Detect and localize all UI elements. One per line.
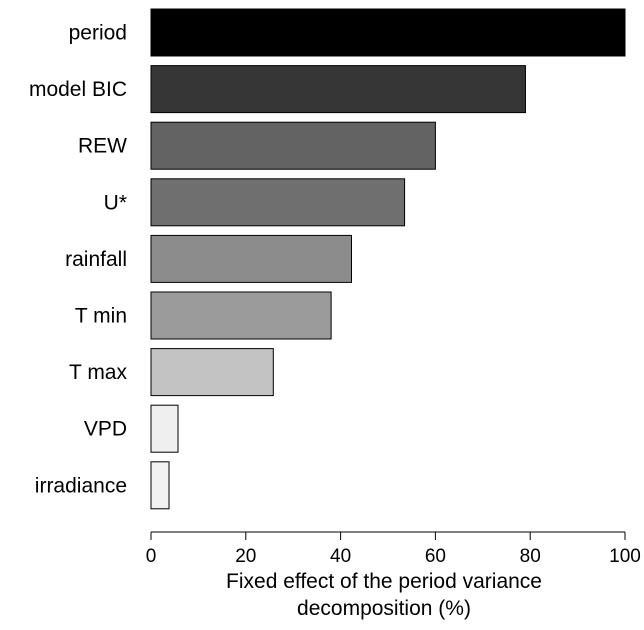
bar-vpd bbox=[150, 404, 179, 453]
x-axis-title-line-2: decomposition (%) bbox=[297, 597, 471, 620]
x-tick-label: 0 bbox=[146, 546, 157, 567]
category-label: U* bbox=[104, 191, 127, 214]
bar-period bbox=[150, 8, 626, 57]
category-label: T max bbox=[69, 361, 127, 384]
x-tick-label: 20 bbox=[235, 546, 256, 567]
x-axis-title-line-1: Fixed effect of the period variance bbox=[226, 570, 542, 593]
x-axis: 0 20 40 60 80 100 bbox=[146, 531, 641, 567]
bar-rainfall bbox=[150, 234, 353, 283]
category-label: model BIC bbox=[29, 78, 127, 101]
category-label: REW bbox=[78, 135, 127, 158]
bar-model-bic bbox=[150, 65, 526, 114]
bar-rew bbox=[150, 121, 436, 170]
bar-irradiance bbox=[150, 461, 170, 510]
x-tick-label: 80 bbox=[520, 546, 541, 567]
bar-u bbox=[150, 178, 406, 227]
category-label: period bbox=[69, 22, 127, 45]
category-labels: period model BIC REW U* rainfall T min T max VP… bbox=[29, 22, 128, 498]
bars-group bbox=[150, 8, 626, 510]
x-tick-label: 60 bbox=[425, 546, 446, 567]
x-tick-label: 40 bbox=[330, 546, 351, 567]
bar-t-max bbox=[150, 348, 274, 397]
category-label: T min bbox=[75, 305, 127, 328]
category-label: VPD bbox=[84, 418, 127, 441]
category-label: rainfall bbox=[65, 248, 127, 271]
bar-t-min bbox=[150, 291, 332, 340]
x-tick-label: 100 bbox=[609, 546, 641, 567]
category-label: irradiance bbox=[35, 474, 127, 497]
